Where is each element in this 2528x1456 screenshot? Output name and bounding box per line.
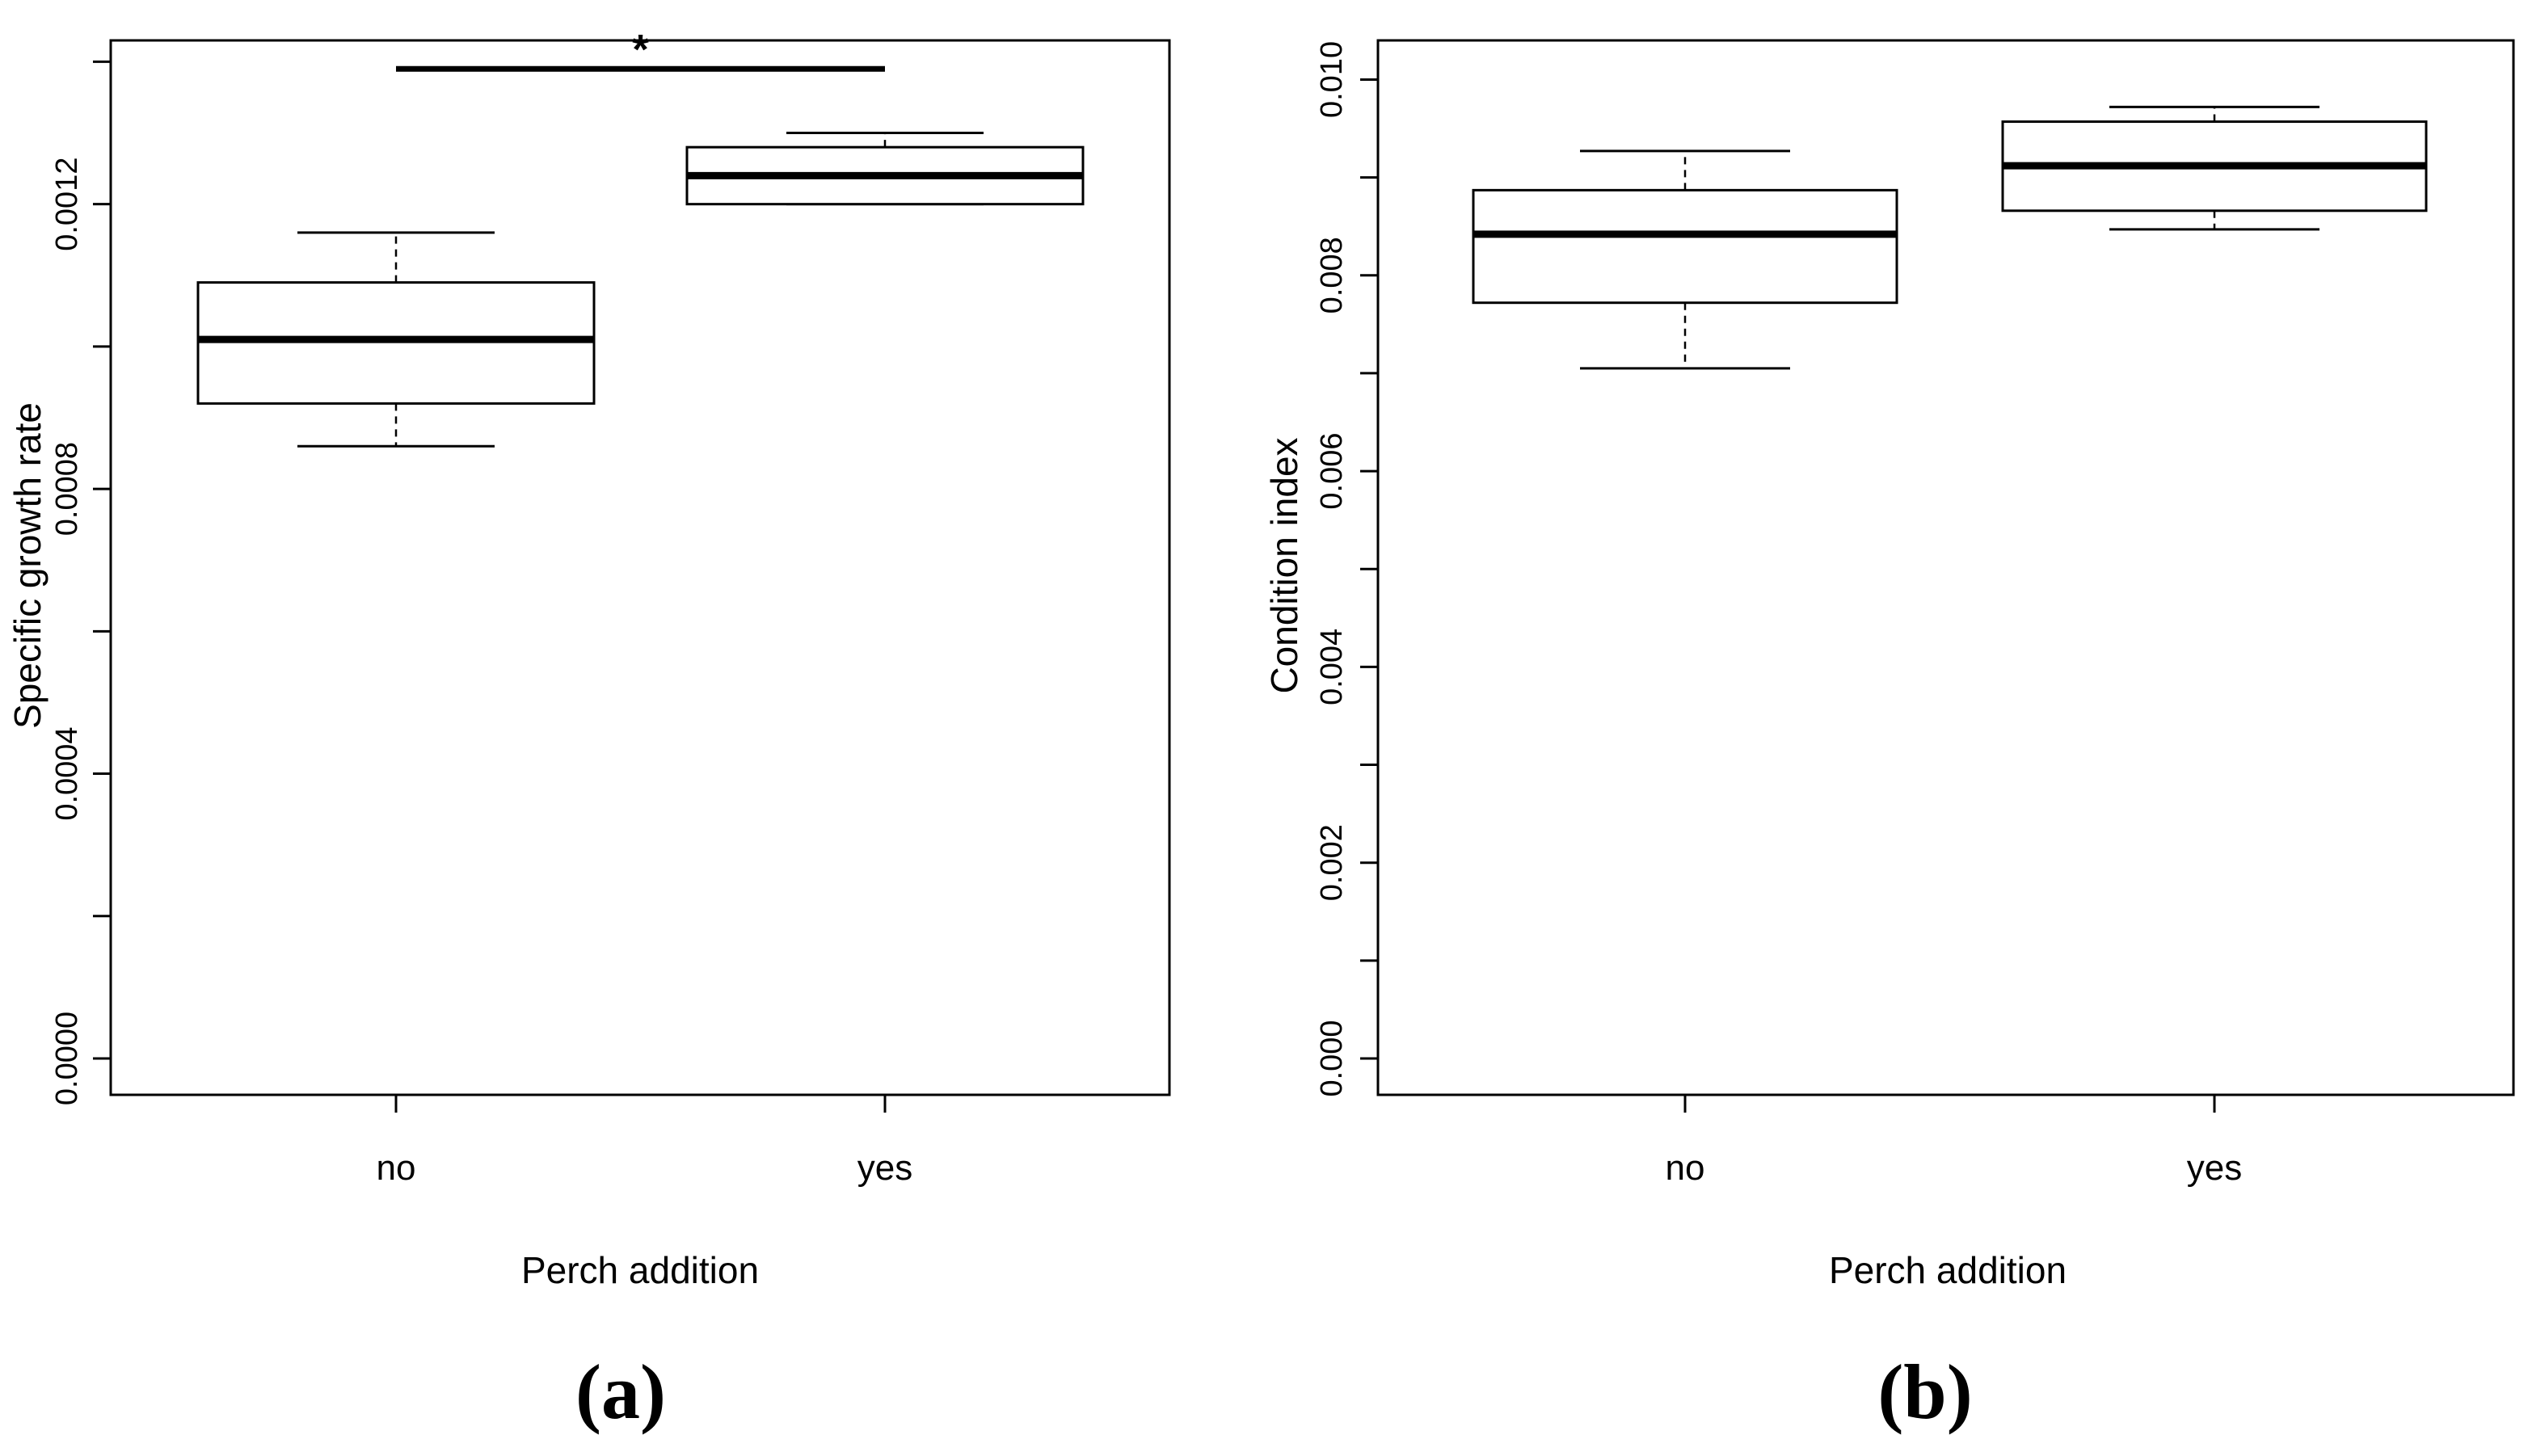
- iqr-box: [1472, 188, 1898, 305]
- y-axis-label-a: Specific growth rate: [6, 402, 48, 729]
- plot-frame-b: [1376, 39, 2515, 1096]
- y-tick-label: 0.0008: [50, 442, 84, 536]
- y-tick-label: 0.0012: [50, 158, 84, 251]
- panel-label-a: (a): [575, 1349, 666, 1435]
- box-yes: [2001, 105, 2428, 231]
- y-tick-label: 0.004: [1315, 629, 1349, 705]
- x-axis-label-b: Perch addition: [1829, 1249, 2067, 1291]
- box-yes: [685, 132, 1085, 206]
- x-tick-label-yes: yes: [857, 1148, 912, 1188]
- x-tick-label-yes: yes: [2187, 1148, 2242, 1188]
- box-no: [1472, 149, 1898, 370]
- y-tick-label: 0.008: [1315, 237, 1349, 314]
- y-tick-label: 0.0000: [50, 1012, 84, 1105]
- y-tick-label: 0.0004: [50, 726, 84, 820]
- y-ticks-b: 0.000 0.002 0.004 0.006 0.008 0.010: [1315, 41, 1378, 1097]
- x-tick-label-no: no: [1666, 1148, 1705, 1188]
- y-ticks-a: 0.0000 0.0004 0.0008 0.0012: [50, 60, 111, 1105]
- y-axis-label-b: Condition index: [1263, 437, 1305, 693]
- boxes-a: [196, 132, 1085, 448]
- x-axis-label-a: Perch addition: [521, 1249, 759, 1291]
- significance-star: *: [632, 27, 649, 74]
- x-tick-label-no: no: [377, 1148, 416, 1188]
- chart-panel-b: 0.000 0.002 0.004 0.006 0.008 0.010 no yes Per…: [1263, 39, 2515, 1435]
- boxes-b: [1472, 105, 2428, 370]
- chart-panel-a: 0.0000 0.0004 0.0008 0.0012 no yes * Perch a…: [6, 27, 1171, 1435]
- y-tick-label: 0.010: [1315, 41, 1349, 118]
- y-tick-label: 0.006: [1315, 433, 1349, 510]
- panel-label-b: (b): [1877, 1349, 1972, 1435]
- y-tick-label: 0.000: [1315, 1020, 1349, 1096]
- annotation-a: *: [396, 27, 885, 74]
- box-no: [196, 231, 596, 448]
- y-tick-label: 0.002: [1315, 824, 1349, 901]
- x-ticks-a: no yes: [377, 1095, 912, 1188]
- plot-frame-a: [109, 39, 1171, 1096]
- x-ticks-b: no yes: [1666, 1095, 2242, 1188]
